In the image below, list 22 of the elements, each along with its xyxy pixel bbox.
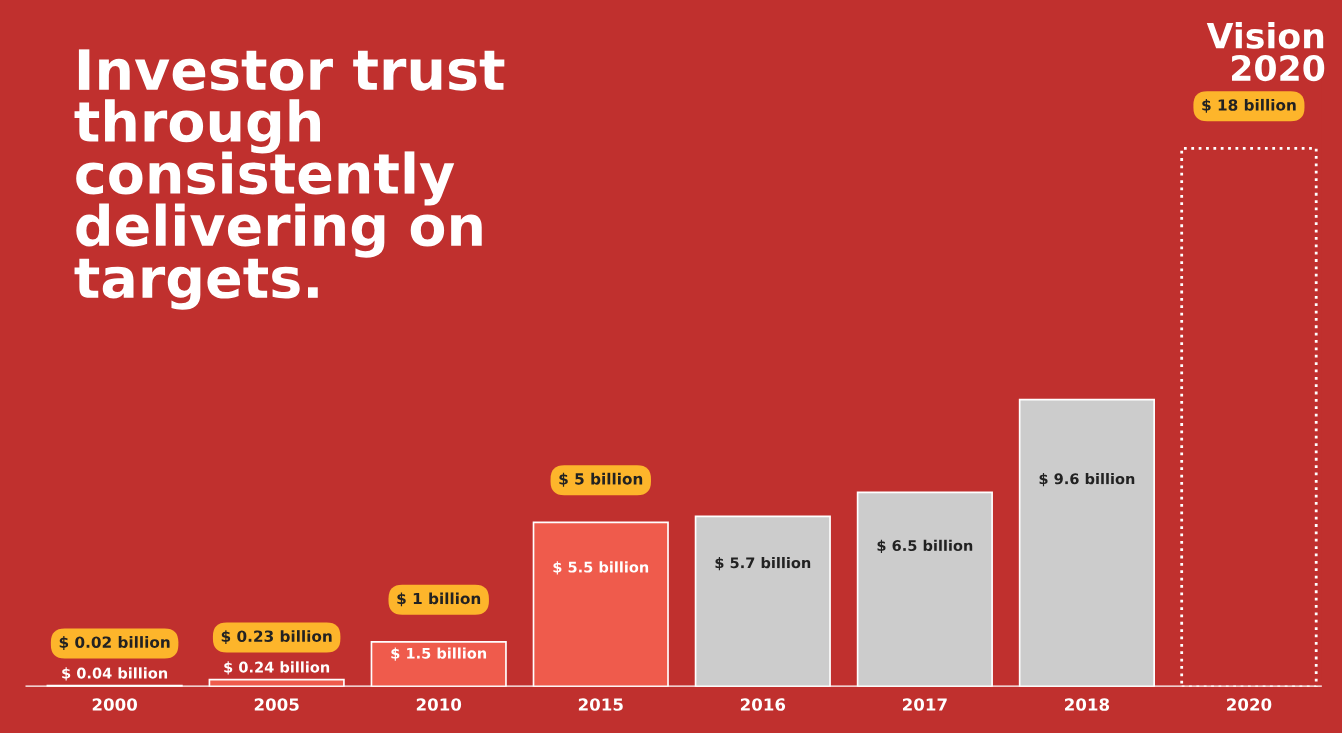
x-tick-label: 2015 bbox=[578, 698, 623, 711]
text: Vision 2020 bbox=[1206, 21, 1325, 82]
annotation: $ 0.23 billion bbox=[221, 630, 332, 644]
annotation: $ 0.02 billion bbox=[59, 636, 170, 650]
x-tick-label: 2016 bbox=[740, 698, 786, 711]
data-label: $ 5.5 billion bbox=[553, 561, 649, 575]
x-tick-label: 2010 bbox=[416, 698, 462, 711]
x-tick-label: 2005 bbox=[254, 698, 299, 711]
annotation: $ 1 billion bbox=[397, 592, 481, 607]
data-label: $ 9.6 billion bbox=[1039, 473, 1135, 487]
x-tick-label: 2020 bbox=[1227, 698, 1272, 711]
x-tick-label: 2018 bbox=[1065, 698, 1110, 711]
data-label: $ 0.24 billion bbox=[224, 661, 330, 675]
data-label: $ 5.7 billion bbox=[715, 557, 811, 571]
data-label: $ 0.04 billion bbox=[62, 667, 168, 681]
data-label: $ 1.5 billion bbox=[391, 647, 487, 661]
data-label: $ 6.5 billion bbox=[877, 539, 973, 554]
x-tick-label: 2017 bbox=[902, 698, 947, 711]
chart-title: Investor trust through consistently delivering on targets. bbox=[74, 49, 505, 310]
annotation: $ 18 billion bbox=[1202, 98, 1296, 113]
x-tick-label: 2000 bbox=[92, 698, 138, 711]
annotation: $ 5 billion bbox=[559, 472, 643, 487]
